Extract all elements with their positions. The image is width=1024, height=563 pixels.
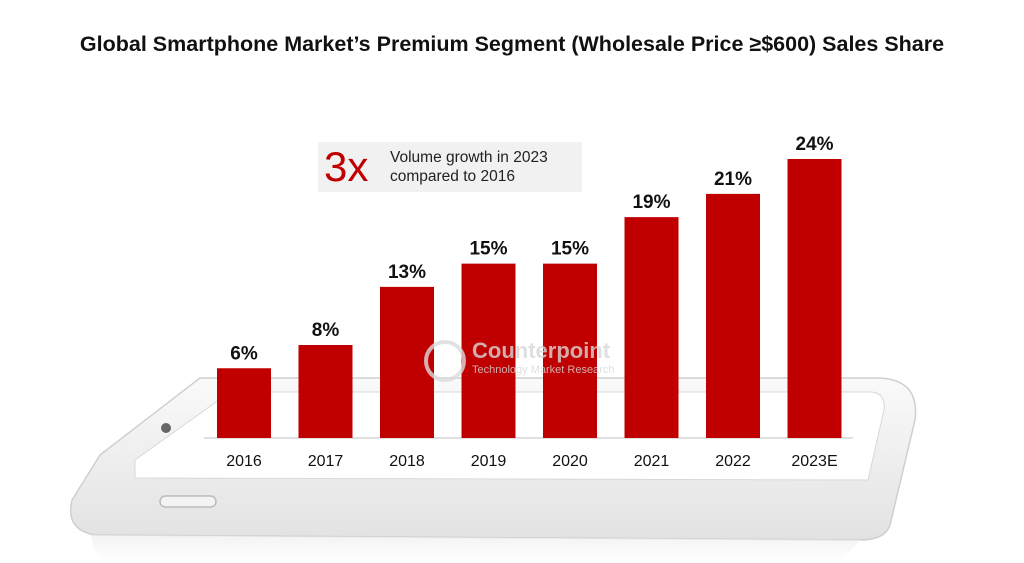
bar-value-label: 24% [795, 134, 833, 155]
watermark-tagline: Technology Market Research [472, 364, 615, 376]
bar-value-label: 19% [632, 192, 670, 213]
growth-description: Volume growth in 2023 compared to 2016 [390, 148, 548, 186]
bar-value-label: 6% [230, 343, 258, 364]
phone-reflection [90, 535, 860, 563]
watermark-logo-icon [424, 340, 466, 382]
camera-icon [161, 423, 171, 433]
x-tick-label: 2023E [791, 453, 837, 470]
bar-2019 [461, 263, 516, 438]
bar-2021 [624, 217, 679, 438]
growth-line-2: compared to 2016 [390, 168, 515, 185]
bar-2022 [706, 193, 760, 438]
x-tick-label: 2020 [552, 453, 588, 470]
bar-2020 [543, 263, 597, 438]
bar-2023e [787, 159, 842, 438]
watermark-brand: Counterpoint [472, 338, 611, 363]
home-button [159, 495, 217, 508]
bar-2016 [217, 368, 271, 438]
bars-group: 6% 2016 8% 2017 13% 2018 15% 2019 15% 2020 19% 2021… [217, 134, 842, 470]
x-tick-label: 2019 [471, 453, 507, 470]
growth-callout: 3x Volume growth in 2023 compared to 201… [318, 142, 582, 192]
bar-value-label: 21% [714, 169, 752, 190]
x-tick-label: 2016 [226, 453, 262, 470]
x-tick-label: 2017 [308, 453, 344, 470]
growth-line-1: Volume growth in 2023 [390, 149, 548, 166]
x-tick-label: 2018 [389, 453, 425, 470]
bar-value-label: 13% [388, 262, 426, 283]
bar-2017 [298, 345, 353, 438]
x-tick-label: 2022 [715, 453, 751, 470]
bar-value-label: 15% [469, 239, 507, 260]
x-tick-label: 2021 [634, 453, 670, 470]
bar-value-label: 8% [312, 320, 340, 341]
page-title: Global Smartphone Market’s Premium Segme… [79, 32, 945, 56]
bar-value-label: 15% [551, 239, 589, 260]
growth-multiplier: 3x [324, 143, 369, 190]
